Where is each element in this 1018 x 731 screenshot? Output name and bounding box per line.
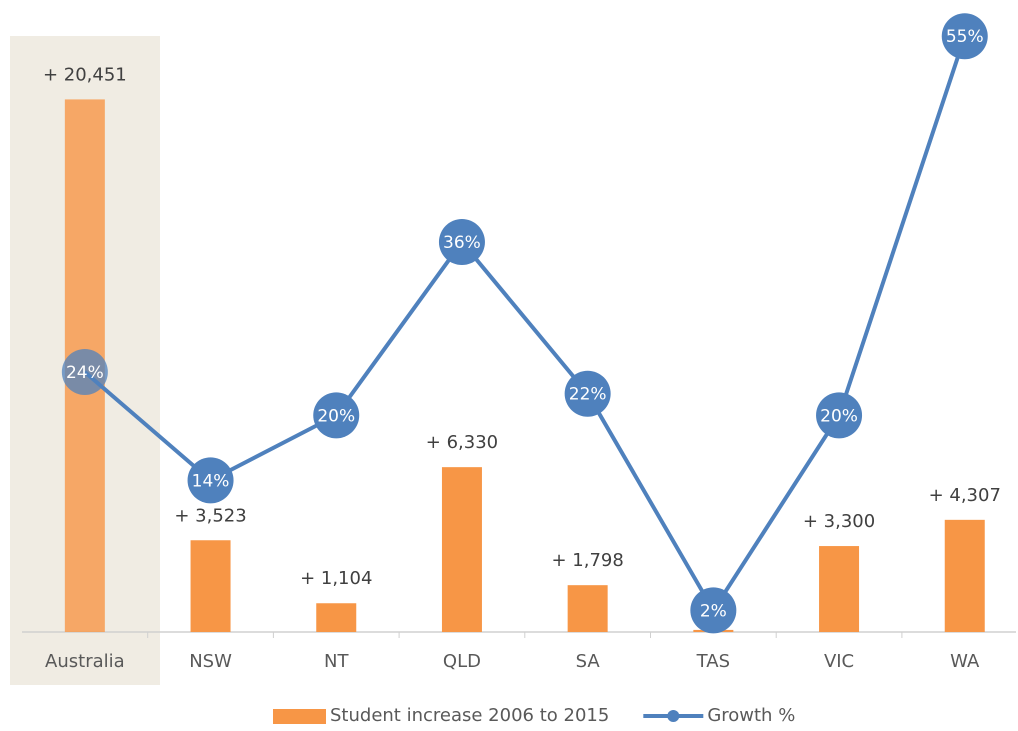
x-tick-label: Australia: [45, 651, 125, 672]
line-value-label: 20%: [820, 406, 858, 426]
line-marker: [187, 457, 234, 504]
line: [83, 35, 967, 615]
legend-label: Growth %: [707, 705, 795, 726]
line-value-label: 36%: [443, 233, 481, 253]
line-marker: [564, 370, 611, 417]
bar: [567, 585, 608, 632]
line-value-label: 55%: [946, 27, 984, 47]
bar: [819, 546, 860, 632]
legend-swatch-marker: [667, 710, 680, 722]
bar: [316, 603, 357, 632]
bar-value-label: + 3,523: [174, 505, 246, 526]
x-tick-label: SA: [576, 651, 601, 672]
bar-value-label: + 20,451: [43, 64, 127, 85]
line-value-label: 22%: [569, 385, 607, 405]
line-marker: [816, 392, 863, 439]
x-tick-label: WA: [950, 651, 980, 672]
line-value-label: 24%: [66, 363, 104, 383]
x-tick-label: VIC: [824, 651, 854, 672]
line-value-label: 20%: [317, 406, 355, 426]
line-marker: [690, 587, 737, 634]
x-tick-label: NSW: [189, 651, 232, 672]
bar-value-label: + 6,330: [426, 432, 498, 453]
line-marker: [438, 219, 485, 266]
bar: [944, 519, 985, 632]
bar-value-label: + 1,104: [300, 568, 372, 589]
bar: [441, 467, 482, 632]
x-tick-label: QLD: [443, 651, 481, 672]
line-value-label: 14%: [192, 471, 230, 491]
bar-value-label: + 4,307: [929, 485, 1001, 506]
legend-swatch: [273, 709, 326, 724]
x-tick-label: NT: [324, 651, 349, 672]
bar-value-label: + 3,300: [803, 511, 875, 532]
bar-value-label: + 1,798: [551, 550, 623, 571]
line-marker: [61, 349, 108, 396]
bar: [190, 540, 231, 632]
legend-label: Student increase 2006 to 2015: [330, 705, 609, 726]
line-marker: [313, 392, 360, 439]
line-value-label: 2%: [700, 601, 727, 621]
line-marker: [941, 13, 988, 60]
x-tick-label: TAS: [696, 651, 730, 672]
